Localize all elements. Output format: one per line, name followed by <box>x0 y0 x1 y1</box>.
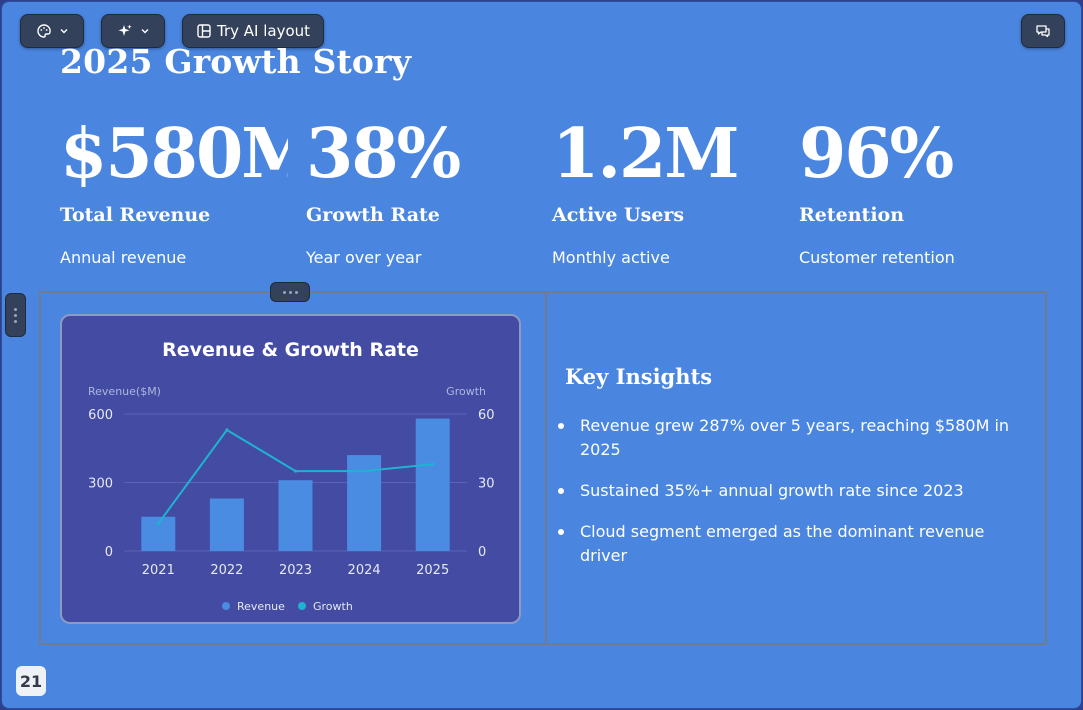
stat-value: 96% <box>799 114 954 194</box>
chevron-down-icon <box>60 29 67 34</box>
drag-handle-vertical[interactable] <box>5 293 26 337</box>
y-right-tick-label: 30 <box>478 477 495 492</box>
insight-item: Revenue grew 287% over 5 years, reaching… <box>558 414 1028 462</box>
stat-label: Active Users <box>552 204 685 226</box>
stat-sublabel: Year over year <box>306 248 422 267</box>
drag-handle-horizontal[interactable] <box>270 282 310 302</box>
layout-icon <box>197 24 211 38</box>
comment-icon <box>1036 25 1050 38</box>
palette-icon <box>36 24 51 38</box>
y-right-tick-label: 0 <box>478 545 486 560</box>
stat-label: Total Revenue <box>60 204 211 226</box>
y-right-tick-label: 60 <box>478 408 495 423</box>
insight-item: Sustained 35%+ annual growth rate since … <box>558 479 1028 503</box>
insights-title[interactable]: Key Insights <box>565 364 713 389</box>
y-right-axis-label: Growth <box>446 385 486 398</box>
growth-point <box>225 428 229 432</box>
growth-point <box>362 469 366 473</box>
chart-card[interactable]: Revenue & Growth Rate Revenue($M) Growth… <box>60 314 521 624</box>
revenue-bar <box>278 480 313 551</box>
growth-point <box>156 522 160 526</box>
stat-sublabel: Customer retention <box>799 248 955 267</box>
try-ai-layout-label: Try AI layout <box>216 22 311 40</box>
x-tick-label: 2022 <box>210 563 243 578</box>
x-tick-label: 2023 <box>279 563 312 578</box>
stat-retention[interactable]: 96% Retention Customer retention <box>799 112 1029 267</box>
stat-total-revenue[interactable]: $580M Total Revenue Annual revenue <box>60 112 288 267</box>
y-left-tick-label: 300 <box>88 477 113 492</box>
ai-assist-button[interactable] <box>101 14 165 48</box>
y-left-tick-label: 0 <box>105 545 113 560</box>
x-tick-label: 2021 <box>142 563 175 578</box>
column-divider[interactable] <box>545 293 547 643</box>
stat-sublabel: Monthly active <box>552 248 670 267</box>
stat-sublabel: Annual revenue <box>60 248 187 267</box>
page-number-badge[interactable]: 21 <box>16 666 46 696</box>
revenue-growth-chart: Revenue & Growth Rate Revenue($M) Growth… <box>88 339 495 613</box>
legend-marker-revenue <box>222 602 230 610</box>
legend-label-revenue: Revenue <box>237 600 285 613</box>
legend-label-growth: Growth <box>313 600 353 613</box>
theme-button[interactable] <box>20 14 84 48</box>
stat-label: Retention <box>799 204 905 226</box>
chart-title: Revenue & Growth Rate <box>162 339 419 361</box>
revenue-bar <box>209 498 244 551</box>
stat-growth-rate[interactable]: 38% Growth Rate Year over year <box>306 112 536 267</box>
comments-button[interactable] <box>1021 14 1065 48</box>
slide-title[interactable]: 2025 Growth Story <box>60 42 412 81</box>
stat-label: Growth Rate <box>306 204 440 226</box>
chevron-down-icon <box>141 29 148 34</box>
stat-active-users[interactable]: 1.2M Active Users Monthly active <box>552 112 782 267</box>
try-ai-layout-button[interactable]: Try AI layout <box>182 14 324 48</box>
x-tick-label: 2025 <box>416 563 449 578</box>
y-left-axis-label: Revenue($M) <box>88 385 161 398</box>
legend-marker-growth <box>298 602 306 610</box>
two-column-section[interactable] <box>39 291 1047 645</box>
x-tick-label: 2024 <box>348 563 381 578</box>
sparkles-icon <box>118 24 132 36</box>
insight-item: Cloud segment emerged as the dominant re… <box>558 520 1028 568</box>
revenue-bar <box>141 516 176 551</box>
insights-list[interactable]: Revenue grew 287% over 5 years, reaching… <box>558 414 1028 585</box>
growth-point <box>431 462 435 466</box>
stat-value: 38% <box>306 114 461 194</box>
stat-value: 1.2M <box>552 114 740 194</box>
growth-point <box>293 469 298 473</box>
stat-value: $580M <box>60 114 288 194</box>
revenue-bar <box>415 418 450 551</box>
y-left-tick-label: 600 <box>88 408 113 423</box>
